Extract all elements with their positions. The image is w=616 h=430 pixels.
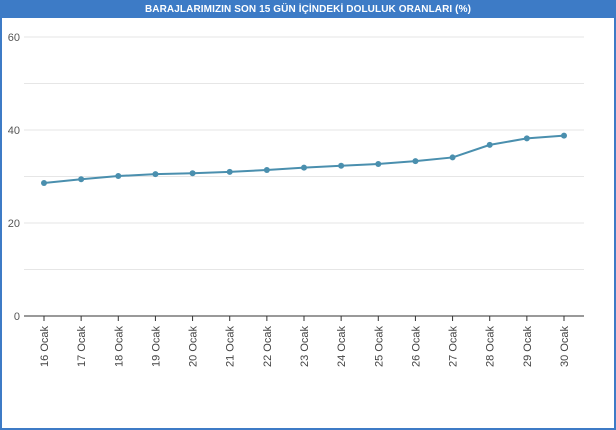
data-point[interactable]	[561, 132, 567, 139]
series-line-path	[43, 134, 565, 185]
data-point[interactable]	[412, 158, 419, 165]
grid-lines	[24, 36, 584, 317]
x-tick-label: 17 Ocak	[76, 326, 88, 367]
data-point[interactable]	[226, 168, 233, 175]
data-point[interactable]	[152, 171, 159, 178]
x-tick-label: 27 Ocak	[448, 326, 460, 367]
x-tick-label: 29 Ocak	[522, 326, 534, 367]
series-line	[41, 132, 567, 187]
x-tick-label: 16 Ocak	[39, 326, 51, 367]
x-tick-label: 25 Ocak	[373, 326, 385, 367]
data-point[interactable]	[189, 170, 196, 177]
data-point[interactable]	[115, 173, 122, 180]
y-tick-label: 20	[8, 218, 20, 230]
y-tick-label: 60	[8, 32, 20, 44]
chart-title: BARAJLARIMIZIN SON 15 GÜN İÇİNDEKİ DOLUL…	[2, 2, 614, 18]
y-tick-label: 40	[8, 125, 20, 137]
x-tick-label: 21 Ocak	[225, 326, 237, 367]
y-tick-label: 0	[14, 311, 20, 323]
data-point[interactable]	[263, 166, 270, 173]
x-tick-label: 28 Ocak	[485, 326, 497, 367]
data-point[interactable]	[486, 141, 493, 148]
data-point[interactable]	[78, 176, 85, 183]
x-tick-label: 20 Ocak	[188, 326, 200, 367]
y-tick-labels: 0 20 40 60	[8, 32, 20, 323]
data-point[interactable]	[449, 154, 456, 161]
data-point[interactable]	[338, 162, 345, 169]
data-point[interactable]	[41, 180, 47, 187]
data-point[interactable]	[375, 160, 382, 167]
x-tick-label: 23 Ocak	[299, 326, 311, 367]
x-tick-label: 19 Ocak	[150, 326, 162, 367]
x-tick-label: 22 Ocak	[262, 326, 274, 367]
data-point[interactable]	[301, 164, 307, 171]
x-tick-label: 30 Ocak	[559, 326, 571, 367]
x-tick-labels: 16 Ocak 17 Ocak 18 Ocak 19 Ocak 20 Ocak 21 Oc…	[39, 316, 571, 367]
x-tick-label: 26 Ocak	[410, 326, 422, 367]
x-tick-label: 18 Ocak	[113, 326, 125, 367]
data-point[interactable]	[523, 135, 530, 142]
x-tick-label: 24 Ocak	[336, 326, 348, 367]
